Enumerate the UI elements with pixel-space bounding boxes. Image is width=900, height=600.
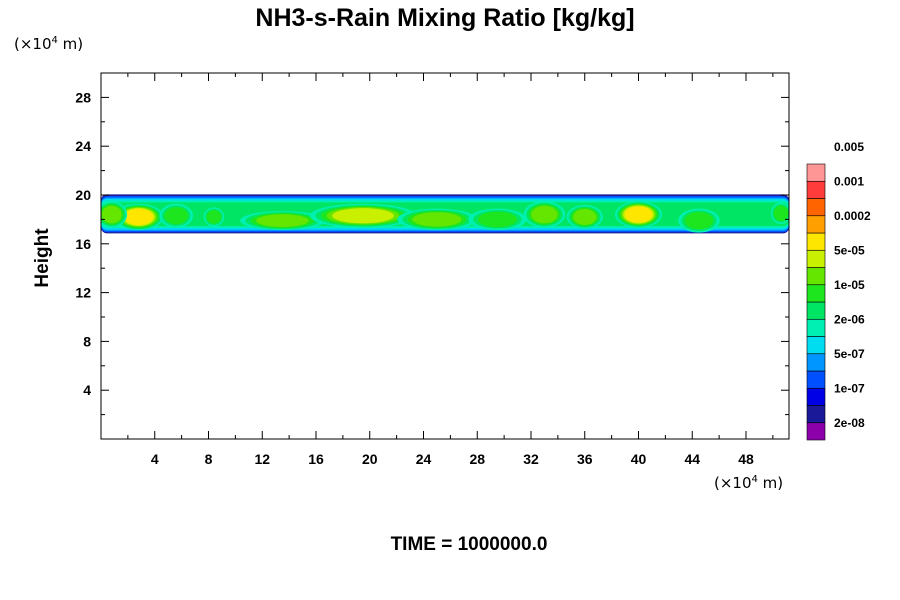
layer-cell-6-level-9 [412,212,462,227]
colorbar-swatch-7 [806,301,826,320]
layer-cell-11-level-8 [684,212,714,230]
x-tick-label: 36 [577,451,593,467]
colorbar-label: 1e-07 [834,381,865,395]
colorbar-swatch-10 [806,249,826,268]
colorbar-label: 1e-05 [834,278,865,292]
layer-cell-1-level-9 [101,205,122,224]
x-tick-label: 44 [684,451,700,467]
y-tick-label: 16 [75,236,91,252]
layer-cell-8-level-9 [531,205,558,224]
x-axis-unit: (×104 m) [714,474,783,492]
layer-cell-2-level-8 [164,207,188,225]
layer-cell-4-level-9 [256,214,309,228]
layer-cell-7-level-8 [477,211,518,228]
time-label: TIME = 1000000.0 [391,534,548,555]
y-tick-label: 12 [75,285,91,301]
colorbar-swatch-1 [806,405,826,424]
x-tick-label: 12 [254,451,270,467]
colorbar-label: 5e-07 [834,347,865,361]
colorbar-swatch-2 [806,387,826,406]
x-tick-label: 28 [469,451,485,467]
layer-cell-5-level-10 [332,208,394,224]
colorbar-swatch-15 [806,163,826,182]
colorbar-swatch-6 [806,318,826,337]
x-tick-label: 32 [523,451,539,467]
colorbar-swatch-5 [806,336,826,355]
x-tick-label: 48 [738,451,754,467]
y-axis-label: Height [32,228,53,288]
colorbar-swatch-9 [806,267,826,286]
colorbar-label: 0.005 [834,140,864,154]
colorbar-swatch-14 [806,180,826,199]
layer-cell-12-level-8 [773,205,789,221]
colorbar-swatch-8 [806,284,826,303]
y-axis-unit: (×104 m) [14,35,83,53]
contour-layer [101,194,789,234]
colorbar: 2e-08 1e-07 5e-07 2e-06 1e-05 5e-05 0.0002 0.00… [806,140,871,441]
colorbar-swatch-13 [806,198,826,217]
layer-cell-10-level-11 [624,206,653,223]
colorbar-label: 2e-06 [834,312,865,326]
colorbar-label: 2e-08 [834,416,865,430]
chart-title: NH3-s-Rain Mixing Ratio [kg/kg] [255,4,634,32]
layer-cell-3-level-8 [206,210,222,224]
colorbar-label: 5e-05 [834,243,865,257]
x-tick-label: 20 [362,451,378,467]
x-tick-label: 8 [205,451,213,467]
colorbar-swatch-11 [806,232,826,251]
layer-cell-9-level-9 [573,209,597,225]
colorbar-label: 0.001 [834,174,864,188]
colorbar-swatch-3 [806,370,826,389]
colorbar-swatch-12 [806,215,826,234]
plot-frame [100,72,790,440]
y-axis: 4 8 12 16 20 24 28 [75,89,789,416]
x-tick-label: 4 [151,451,159,467]
x-tick-label: 16 [308,451,324,467]
y-tick-label: 8 [83,333,91,349]
colorbar-swatch-4 [806,353,826,372]
x-axis: 4 8 12 16 20 24 28 32 36 40 44 48 [127,73,774,467]
x-tick-label: 24 [416,451,432,467]
y-tick-label: 24 [75,138,91,154]
y-tick-label: 4 [83,382,91,398]
colorbar-swatch-0 [806,422,826,441]
y-tick-label: 28 [75,89,91,105]
x-tick-label: 40 [631,451,647,467]
colorbar-label: 0.0002 [834,209,871,223]
y-tick-label: 20 [75,187,91,203]
layer-cell-0-level-11 [124,208,153,225]
